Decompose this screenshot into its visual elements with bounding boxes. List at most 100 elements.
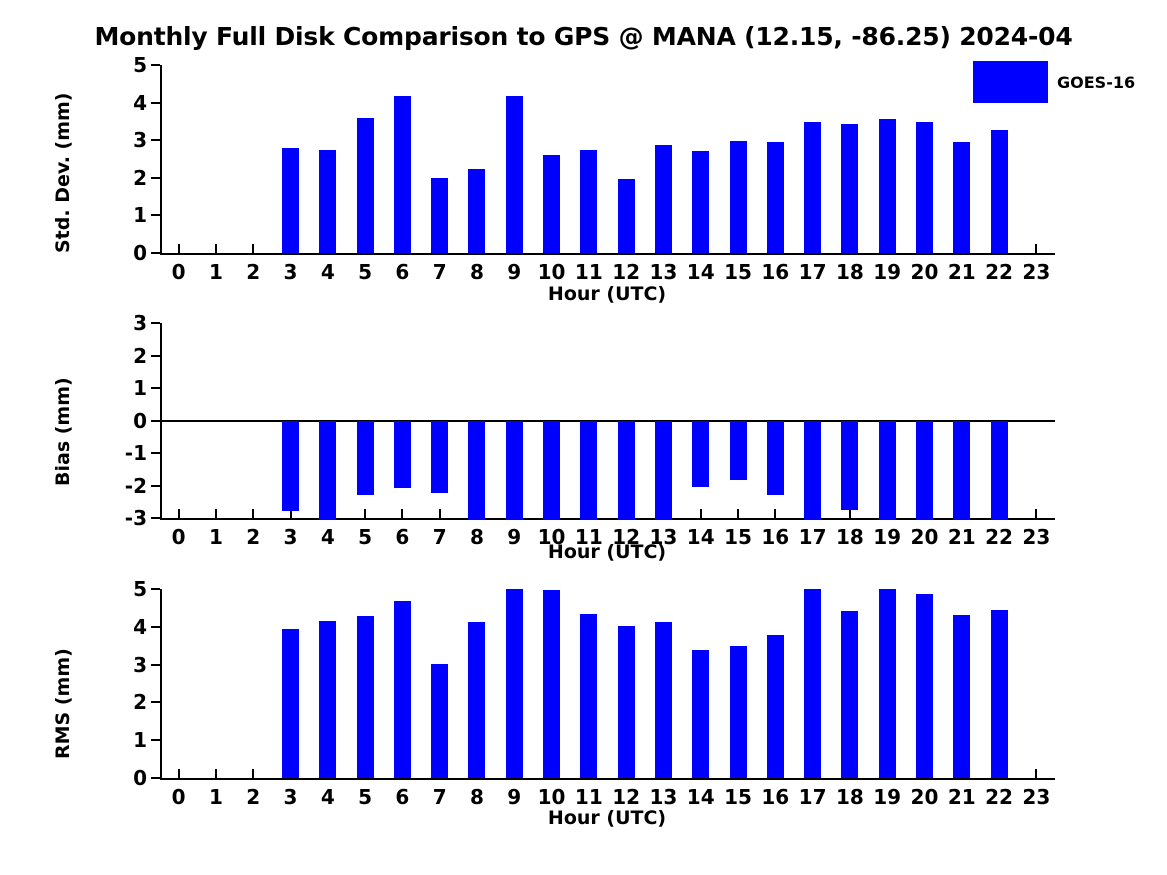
x-axis-tick-label: 1 xyxy=(208,525,223,549)
x-axis-tick-label: 19 xyxy=(873,525,902,549)
x-axis-tick-label: 7 xyxy=(432,525,447,549)
x-axis-tick-label: 16 xyxy=(761,785,790,809)
x-axis-tick xyxy=(699,509,702,518)
x-axis-tick xyxy=(401,509,404,518)
x-axis-tick-label: 3 xyxy=(283,525,298,549)
y-axis-tick xyxy=(151,625,160,628)
x-axis-tick-label: 16 xyxy=(761,525,790,549)
x-axis-tick-label: 11 xyxy=(574,785,603,809)
bar xyxy=(654,144,672,253)
x-axis-tick xyxy=(252,509,255,518)
y-axis-tick xyxy=(151,484,160,487)
bar xyxy=(766,141,784,253)
bar xyxy=(393,95,411,253)
y-axis-tick-label: 2 xyxy=(133,690,147,715)
x-axis-tick-label: 3 xyxy=(283,785,298,809)
y-axis-tick xyxy=(151,701,160,704)
bar xyxy=(431,178,449,253)
x-axis-tick-label: 0 xyxy=(171,260,186,284)
bar xyxy=(543,590,561,778)
x-axis-tick-label: 14 xyxy=(686,785,715,809)
x-axis-tick xyxy=(252,244,255,253)
x-axis-tick-label: 9 xyxy=(507,260,522,284)
y-axis-tick xyxy=(151,101,160,104)
bar xyxy=(580,420,598,520)
panel-std-dev: 0 1 2 3 4 5 0 1 2 3 4 5 6 7 8 9 10 11 12 13 14 15 16 17 18 19 20 21… xyxy=(52,53,1055,305)
bar xyxy=(505,589,523,778)
x-axis-tick-label: 20 xyxy=(910,525,939,549)
x-axis-tick-label: 12 xyxy=(612,785,641,809)
y-axis-tick-label: 5 xyxy=(133,53,147,77)
bar xyxy=(841,124,859,253)
x-axis-tick-label: 5 xyxy=(358,525,373,549)
y-axis-label-bias: Bias (mm) xyxy=(52,377,74,486)
x-axis-tick-label: 7 xyxy=(432,785,447,809)
bar xyxy=(431,664,449,778)
legend: GOES-16 xyxy=(973,61,1135,103)
bar xyxy=(729,140,747,253)
x-axis-tick-label: 5 xyxy=(358,785,373,809)
y-axis-label-std-dev: Std. Dev. (mm) xyxy=(52,92,74,254)
x-axis-tick-label: 20 xyxy=(910,785,939,809)
x-axis-tick-label: 2 xyxy=(246,785,261,809)
x-axis-tick xyxy=(289,509,292,518)
x-axis-tick-label: 19 xyxy=(873,260,902,284)
x-axis-tick-label: 22 xyxy=(985,260,1013,284)
bar xyxy=(282,420,300,511)
bar xyxy=(729,420,747,480)
x-axis-tick-label: 5 xyxy=(358,260,373,284)
x-axis-tick-label: 13 xyxy=(649,785,678,809)
x-axis-label-bias: Hour (UTC) xyxy=(547,541,667,563)
y-axis-tick xyxy=(151,322,160,324)
x-axis-tick xyxy=(177,509,180,518)
bar xyxy=(319,621,337,778)
bar xyxy=(543,420,561,520)
y-axis-tick xyxy=(151,252,160,254)
x-axis-tick-label: 1 xyxy=(208,785,223,809)
bar xyxy=(878,119,896,253)
x-axis-tick-label: 12 xyxy=(612,260,641,284)
x-axis-tick-label: 15 xyxy=(724,785,752,809)
y-axis-tick xyxy=(151,387,160,389)
x-axis-tick-label: 10 xyxy=(537,525,566,549)
x-axis-tick-label: 4 xyxy=(320,525,335,549)
x-axis-tick xyxy=(438,509,441,518)
x-axis-tick-label: 4 xyxy=(320,260,335,284)
x-axis-tick xyxy=(214,769,217,778)
x-axis-tick-label: 15 xyxy=(724,525,752,549)
bar xyxy=(505,95,523,253)
x-axis-tick-label: 2 xyxy=(246,260,261,284)
x-axis-tick xyxy=(214,509,217,518)
bar xyxy=(617,420,635,520)
bar xyxy=(654,420,672,520)
bar xyxy=(915,420,933,520)
y-axis-tick xyxy=(151,64,160,66)
bar xyxy=(617,178,635,253)
x-axis-tick-label: 8 xyxy=(470,785,484,809)
x-axis-tick-label: 16 xyxy=(761,260,790,284)
x-axis-tick-label: 21 xyxy=(947,525,976,549)
bar xyxy=(468,420,486,520)
x-axis-line xyxy=(160,778,1055,780)
x-axis-tick-label: 23 xyxy=(1022,785,1051,809)
y-axis-tick-label: 3 xyxy=(133,128,147,153)
x-axis-tick xyxy=(364,509,367,518)
bar xyxy=(356,420,374,495)
x-axis-tick xyxy=(252,769,255,778)
bar xyxy=(953,420,971,520)
x-axis-tick xyxy=(1035,769,1038,778)
bar xyxy=(953,141,971,253)
y-axis-tick-label: -2 xyxy=(124,473,147,498)
y-axis-tick-label: 2 xyxy=(133,343,147,368)
x-axis-tick-label: 17 xyxy=(798,260,827,284)
x-axis-tick-label: 21 xyxy=(947,785,976,809)
bar xyxy=(953,614,971,778)
x-axis-tick xyxy=(1035,509,1038,518)
bar xyxy=(617,625,635,778)
x-axis-tick-label: 23 xyxy=(1022,525,1051,549)
y-axis-tick xyxy=(151,777,160,779)
x-axis-tick-label: 8 xyxy=(470,525,484,549)
bar xyxy=(505,420,523,520)
bar xyxy=(282,148,300,253)
x-axis-tick-label: 18 xyxy=(835,525,864,549)
